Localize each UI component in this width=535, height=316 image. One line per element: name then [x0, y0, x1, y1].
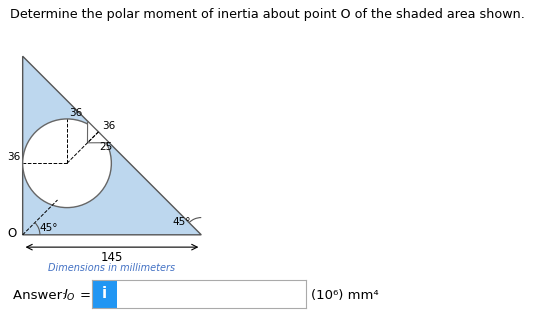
Text: 145: 145: [101, 251, 123, 264]
Text: Dimensions in millimeters: Dimensions in millimeters: [48, 263, 175, 273]
Polygon shape: [88, 121, 109, 143]
Text: 25: 25: [100, 142, 113, 152]
Text: =: =: [79, 289, 90, 302]
Text: $I_O$: $I_O$: [63, 288, 76, 303]
FancyBboxPatch shape: [92, 280, 117, 308]
Text: 36: 36: [70, 108, 83, 118]
Text: (10⁶) mm⁴: (10⁶) mm⁴: [311, 289, 379, 302]
Text: O: O: [7, 227, 17, 240]
Text: Answer:: Answer:: [13, 289, 71, 302]
Text: 36: 36: [102, 121, 116, 131]
Text: 45°: 45°: [40, 223, 58, 233]
Text: i: i: [102, 286, 107, 301]
Text: 45°: 45°: [173, 217, 192, 227]
Text: Determine the polar moment of inertia about point O of the shaded area shown.: Determine the polar moment of inertia ab…: [10, 8, 525, 21]
Circle shape: [22, 119, 111, 208]
Text: 36: 36: [7, 152, 20, 162]
Polygon shape: [22, 56, 201, 235]
